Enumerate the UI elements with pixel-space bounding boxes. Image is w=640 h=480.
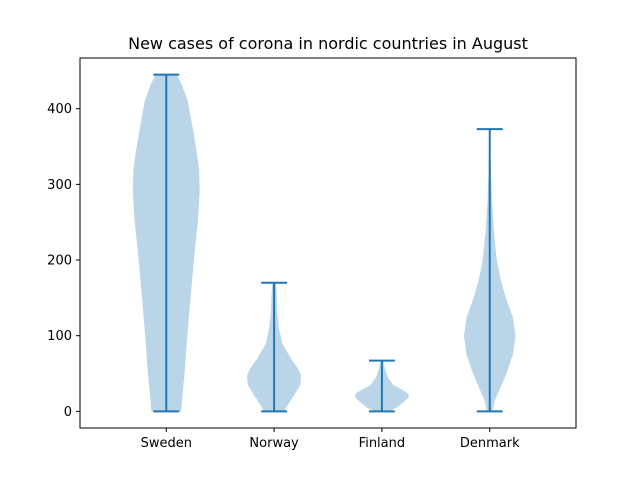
x-tick-label-sweden: Sweden: [141, 436, 192, 451]
y-tick-label: 300: [47, 178, 72, 193]
y-axis: 0 100 200 300 400: [47, 102, 80, 420]
x-axis: Sweden Norway Finland Denmark: [141, 428, 520, 451]
x-tick-label-denmark: Denmark: [460, 436, 520, 451]
x-tick-label-norway: Norway: [249, 436, 299, 451]
y-tick-label: 200: [47, 254, 72, 269]
plot-frame: [79, 57, 577, 429]
x-tick-label-finland: Finland: [359, 436, 405, 451]
y-tick-label: 0: [64, 405, 72, 420]
chart-title: New cases of corona in nordic countries …: [128, 34, 528, 53]
violins-layer: [132, 73, 516, 413]
y-tick-label: 100: [47, 329, 72, 344]
y-tick-label: 400: [47, 102, 72, 117]
